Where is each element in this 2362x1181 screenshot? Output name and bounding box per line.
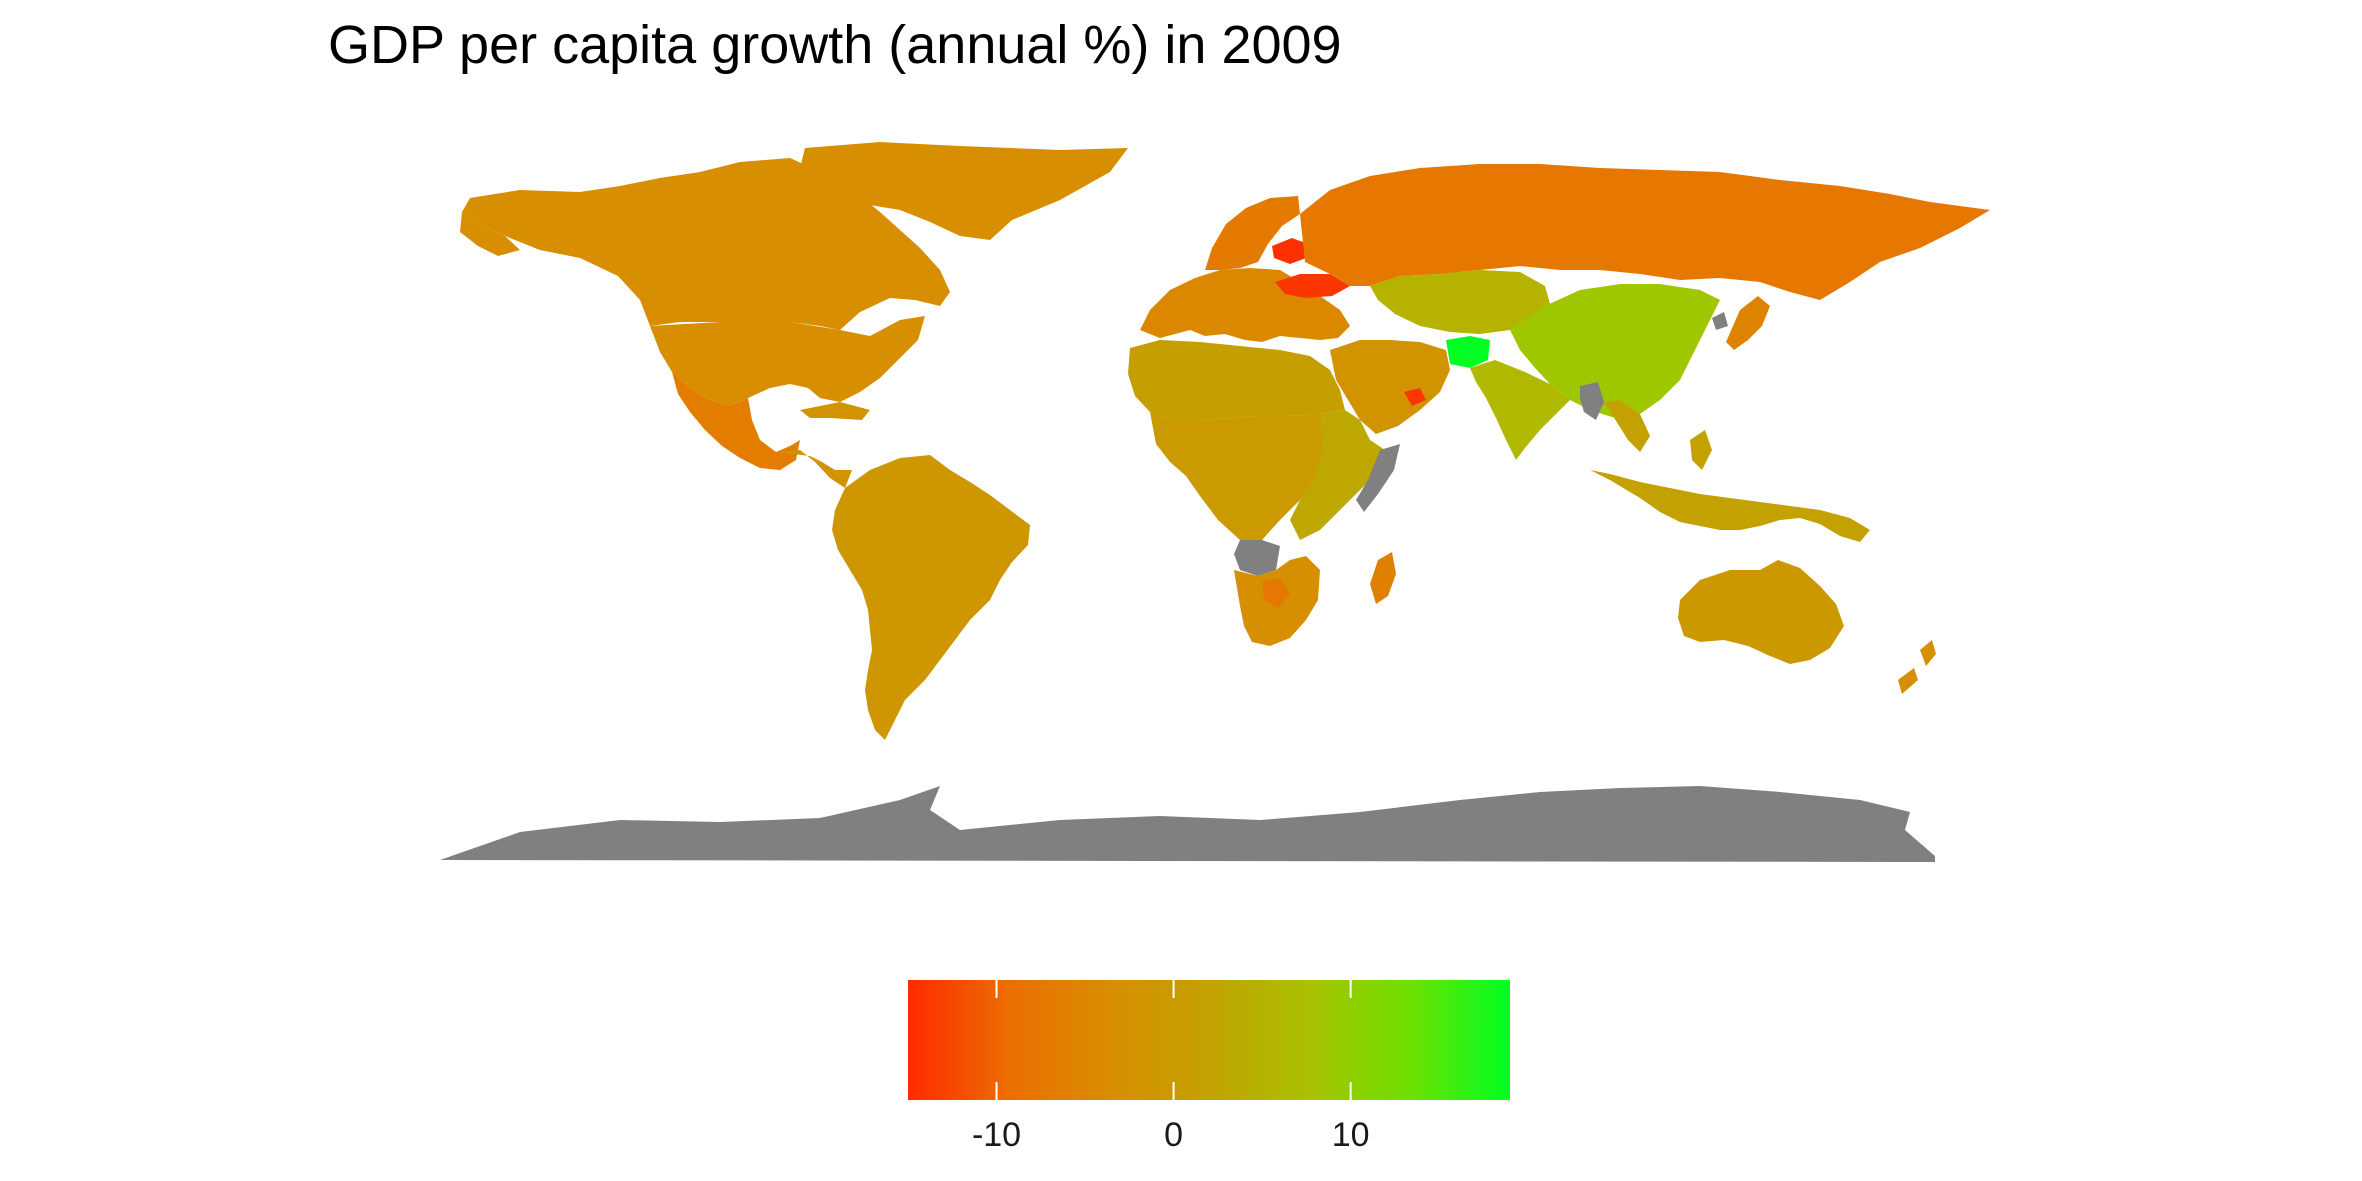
region-ukraine [1275,274,1350,298]
region-scandinavia [1205,196,1300,270]
region-australia [1678,560,1844,664]
legend-tick-marks [995,980,1352,1100]
region-middle-east [1330,340,1450,434]
region-myanmar [1580,382,1604,420]
region-angola [1234,540,1280,576]
legend-tick-labels: -10 0 10 [972,1116,1370,1154]
region-mexico [672,372,800,470]
region-north-korea [1712,312,1728,330]
region-north-africa [1128,340,1345,420]
region-somalia [1356,444,1400,512]
region-new-zealand [1898,640,1936,694]
legend-color-bar [908,980,1510,1100]
legend-tick-label: -10 [972,1116,1021,1154]
region-india [1470,360,1570,460]
region-usa [460,212,925,406]
region-uae [1404,388,1426,406]
region-canada [462,158,950,330]
region-south-america [832,455,1030,740]
region-east-africa [1290,410,1385,540]
region-baltics [1272,238,1308,264]
region-russia [1300,164,1990,300]
region-japan [1726,296,1770,350]
legend-tick-label: 10 [1332,1116,1370,1154]
region-antarctica [440,786,1935,862]
region-central-america [776,402,870,488]
region-madagascar [1370,552,1396,604]
region-greenland [800,142,1128,240]
region-botswana [1262,578,1290,608]
region-central-asia [1370,270,1550,334]
region-southeast-asia [1590,400,1870,542]
legend-tick-label: 0 [1164,1116,1183,1154]
color-legend: -10 0 10 [908,980,1510,1154]
region-afghanistan [1446,336,1490,368]
region-central-africa [1150,412,1330,540]
region-china [1510,284,1720,418]
page-title: GDP per capita growth (annual %) in 2009 [328,15,1342,75]
